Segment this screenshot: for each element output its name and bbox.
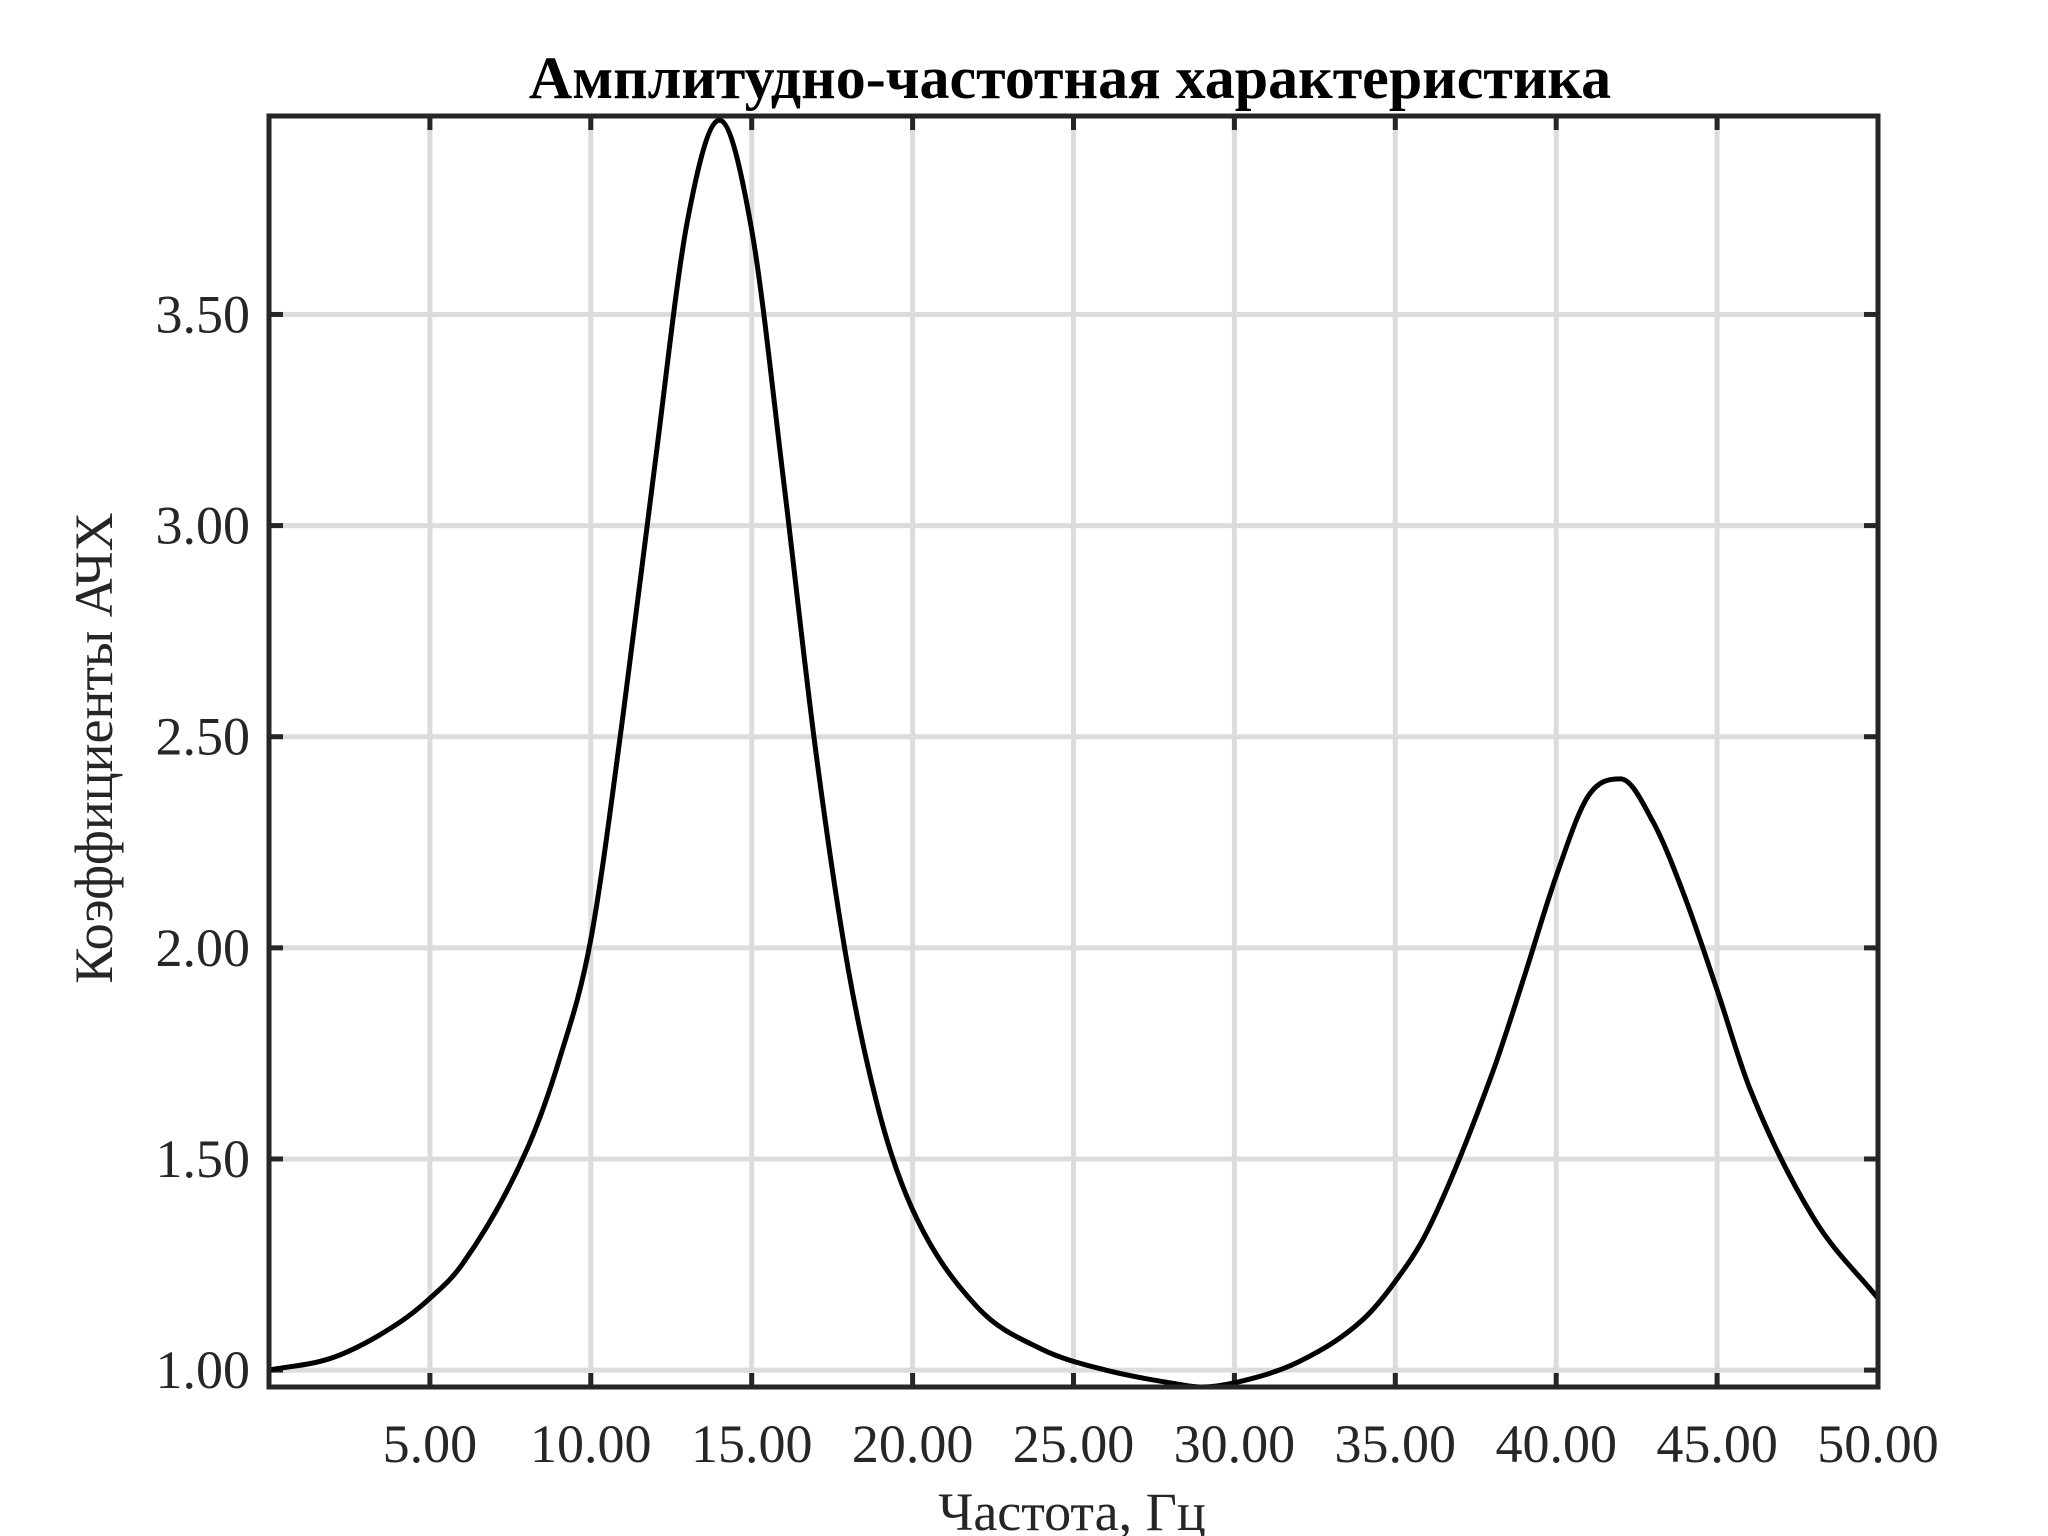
- x-tick-label: 15.00: [691, 1414, 813, 1474]
- y-tick-label: 2.50: [156, 707, 251, 767]
- x-tick-label: 20.00: [852, 1414, 974, 1474]
- x-tick-label: 40.00: [1495, 1414, 1617, 1474]
- y-axis-label: Коэффициенты АЧХ: [64, 512, 124, 983]
- x-tick-labels: 5.00 10.00 15.00 20.00 25.00 30.00 35.00 40.00 4…: [383, 1414, 1939, 1474]
- y-tick-label: 2.00: [156, 918, 251, 978]
- y-tick-label: 1.50: [156, 1129, 251, 1189]
- x-axis-label: Частота, Гц: [938, 1482, 1206, 1536]
- y-tick-label: 3.50: [156, 284, 251, 344]
- x-tick-label: 50.00: [1817, 1414, 1939, 1474]
- x-tick-label: 45.00: [1656, 1414, 1778, 1474]
- x-tick-label: 30.00: [1174, 1414, 1296, 1474]
- x-tick-label: 35.00: [1335, 1414, 1457, 1474]
- series-line: [268, 117, 1880, 1390]
- y-tick-labels: 1.00 1.50 2.00 2.50 3.00 3.50: [156, 284, 251, 1400]
- y-tick-label: 3.00: [156, 496, 251, 556]
- chart-title: Амплитудно-частотная характеристика: [529, 45, 1611, 111]
- tick-marks: [269, 116, 1881, 1387]
- x-tick-label: 5.00: [383, 1414, 478, 1474]
- y-tick-label: 1.00: [156, 1340, 251, 1400]
- x-tick-label: 10.00: [530, 1414, 652, 1474]
- grid-lines: [269, 116, 1881, 1387]
- plot-frame: [266, 113, 1881, 1390]
- x-tick-label: 25.00: [1013, 1414, 1135, 1474]
